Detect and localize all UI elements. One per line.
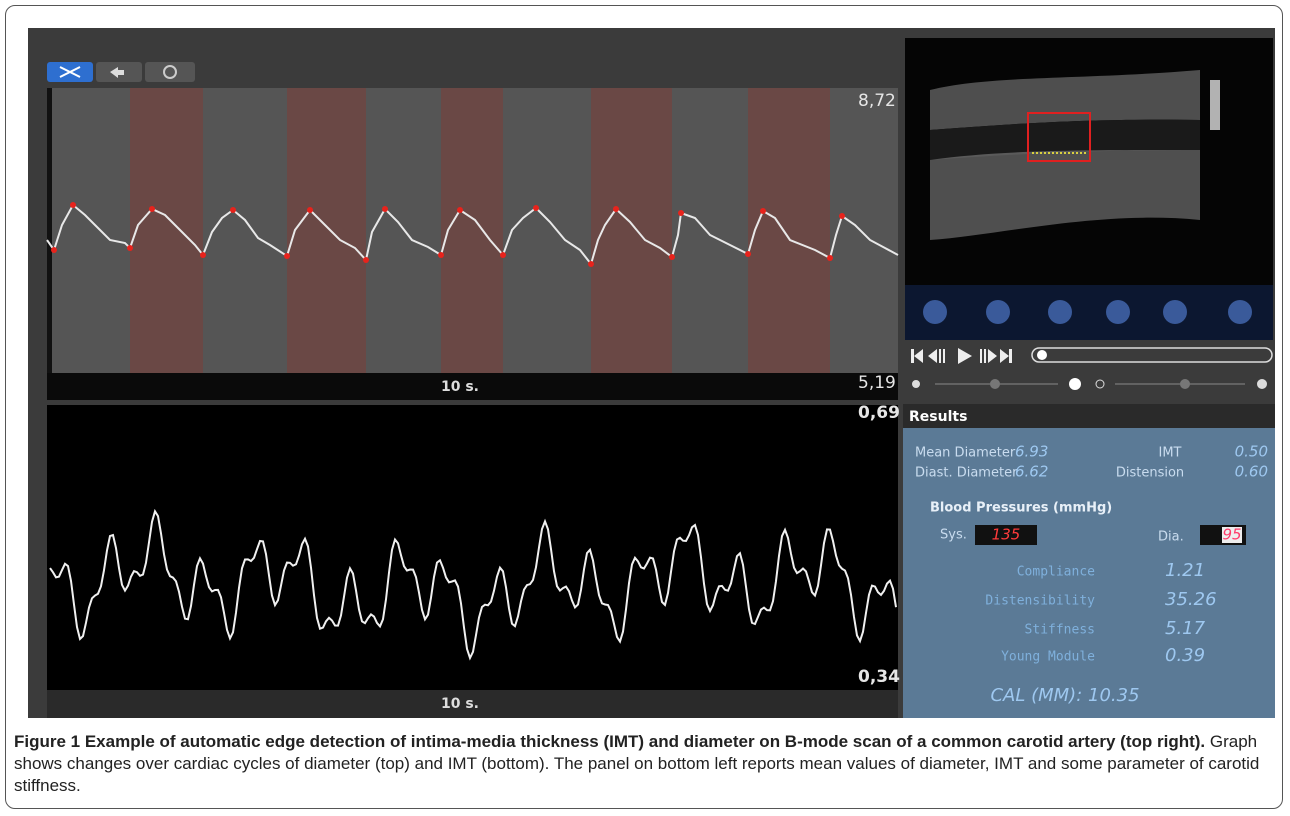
cal-value: CAL (MM): 10.35 <box>990 685 1139 706</box>
cycle-band <box>441 88 503 373</box>
time-label: 10 s. <box>441 696 479 712</box>
cycle-band <box>748 88 830 373</box>
max-label: 0,69 <box>858 403 900 423</box>
value: 0.50 <box>1235 443 1268 461</box>
label: Dia. <box>1158 530 1184 545</box>
value: 6.93 <box>1015 443 1048 461</box>
brightness-icon <box>1069 378 1081 390</box>
value: 35.26 <box>1165 589 1217 610</box>
max-label: 8,72 <box>858 91 896 111</box>
label: Distensibility <box>985 594 1095 609</box>
min-label: 5,19 <box>858 373 896 393</box>
time-label: 10 s. <box>441 379 479 395</box>
cycle-band <box>130 88 203 373</box>
plot-edge <box>47 88 52 373</box>
label: Stiffness <box>1025 623 1095 638</box>
value: 0.60 <box>1235 463 1268 481</box>
results-title: Results <box>909 409 967 425</box>
figure-caption: Figure 1 Example of automatic edge detec… <box>14 731 1276 797</box>
label: Young Module <box>1001 650 1095 665</box>
value: 6.62 <box>1015 463 1048 481</box>
brightness-icon <box>912 380 920 388</box>
diameter-plot <box>47 88 898 373</box>
caption-title: Figure 1 Example of automatic edge detec… <box>14 732 1205 751</box>
slider-handle[interactable] <box>1037 350 1047 360</box>
min-label: 0,34 <box>858 667 900 687</box>
value: 95 <box>1222 526 1241 544</box>
label: IMT <box>1159 446 1182 461</box>
cycle-band <box>287 88 366 373</box>
value: 5.17 <box>1165 618 1206 639</box>
page: 10 s. 8,72 5,19 10 s. 0,69 0,34 Results … <box>0 0 1290 816</box>
value: 1.21 <box>1165 560 1205 581</box>
slider-handle[interactable] <box>1180 379 1190 389</box>
contrast-icon <box>1257 379 1267 389</box>
screenshot: 10 s. 8,72 5,19 10 s. 0,69 0,34 Results … <box>0 0 1290 730</box>
label: Mean Diameter <box>915 446 1016 461</box>
value: 0.39 <box>1165 645 1205 666</box>
ultrasound-image <box>905 38 1273 340</box>
label: Diast. Diameter <box>915 466 1018 481</box>
label: Compliance <box>1017 565 1095 580</box>
section-title: Blood Pressures (mmHg) <box>930 501 1112 516</box>
value: 135 <box>992 526 1021 544</box>
slider-handle[interactable] <box>990 379 1000 389</box>
label: Sys. <box>940 528 967 543</box>
label: Distension <box>1116 466 1184 481</box>
imt-plot <box>47 405 898 690</box>
